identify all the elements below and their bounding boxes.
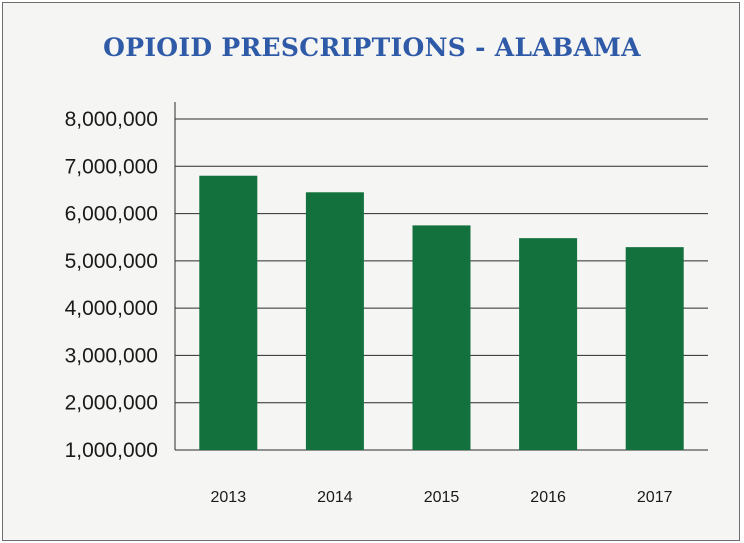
y-tick-label: 6,000,000 — [65, 203, 158, 226]
y-tick-label: 7,000,000 — [65, 155, 158, 178]
y-tick-label: 8,000,000 — [65, 108, 158, 131]
x-tick-label: 2015 — [424, 489, 460, 506]
y-tick-labels: 1,000,000 2,000,000 3,000,000 4,000,000 5,00… — [65, 108, 158, 462]
x-tick-labels: 2013 2014 2015 2016 2017 — [211, 489, 673, 506]
bar-2015 — [412, 225, 471, 450]
x-tick-label: 2013 — [211, 489, 247, 506]
bar-2013 — [199, 175, 258, 450]
bars — [199, 175, 684, 451]
y-tick-label: 1,000,000 — [65, 439, 158, 462]
y-tick-label: 2,000,000 — [65, 392, 158, 415]
chart-title: OPIOID PRESCRIPTIONS - ALABAMA — [103, 33, 641, 62]
x-tick-label: 2017 — [637, 489, 673, 506]
bar-2017 — [625, 247, 684, 450]
y-tick-label: 5,000,000 — [65, 250, 158, 273]
y-tick-label: 3,000,000 — [65, 344, 158, 367]
y-tick-label: 4,000,000 — [65, 297, 158, 320]
bar-2014 — [305, 192, 364, 451]
x-tick-label: 2014 — [317, 489, 353, 506]
bar-2016 — [519, 238, 578, 450]
x-tick-label: 2016 — [530, 489, 566, 506]
